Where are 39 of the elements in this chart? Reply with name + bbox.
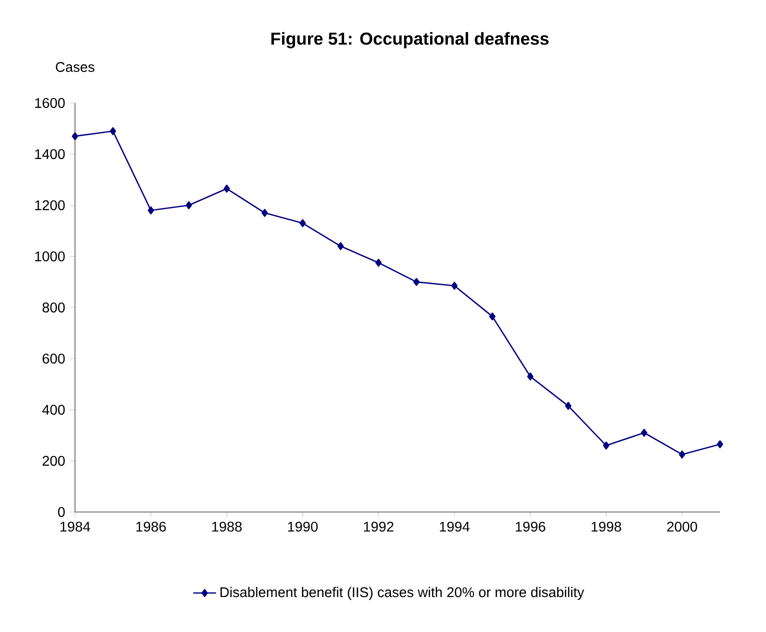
point	[489, 312, 496, 320]
y-tick-label: 600	[42, 354, 65, 364]
y-tick-label: 400	[42, 404, 65, 415]
point	[716, 440, 724, 448]
point	[527, 372, 534, 381]
point	[603, 442, 610, 450]
y-tick-label: 800	[42, 302, 65, 312]
point	[678, 450, 686, 458]
x-tick-label: 1998	[592, 522, 622, 532]
legend-label: Disablement benefit (IIS) cases with 20% or more disability	[220, 586, 584, 600]
point	[148, 206, 154, 214]
point	[110, 127, 116, 136]
point	[224, 184, 230, 193]
point	[262, 208, 268, 217]
x-tick-label: 1990	[288, 522, 318, 532]
x-tick-label: 1992	[364, 522, 394, 532]
point	[640, 428, 648, 437]
point	[72, 132, 78, 140]
y-tick-label: 0	[58, 507, 65, 517]
x-tick-label: 1994	[440, 522, 470, 532]
x-tick-label: 1996	[516, 522, 546, 532]
x-tick-label: 2000	[667, 522, 698, 532]
point	[451, 282, 458, 290]
point	[299, 219, 306, 228]
point	[565, 402, 572, 410]
x-tick-label: 1988	[212, 522, 242, 532]
y-tick-label: 200	[42, 456, 65, 466]
point	[186, 201, 192, 210]
y-tick-label: 1000	[35, 251, 65, 262]
y-tick-label: 1200	[35, 200, 65, 210]
y-tick-label: 1400	[35, 149, 65, 160]
y-tick-label: 1600	[35, 98, 65, 108]
point	[413, 278, 420, 286]
point	[375, 258, 382, 267]
x-tick-label: 1984	[60, 522, 90, 532]
y-axis-title: Cases	[56, 62, 94, 72]
x-tick-label: 1986	[136, 522, 166, 532]
point	[337, 242, 344, 250]
chart-title: Figure 51: Occupational deafness	[271, 32, 549, 48]
